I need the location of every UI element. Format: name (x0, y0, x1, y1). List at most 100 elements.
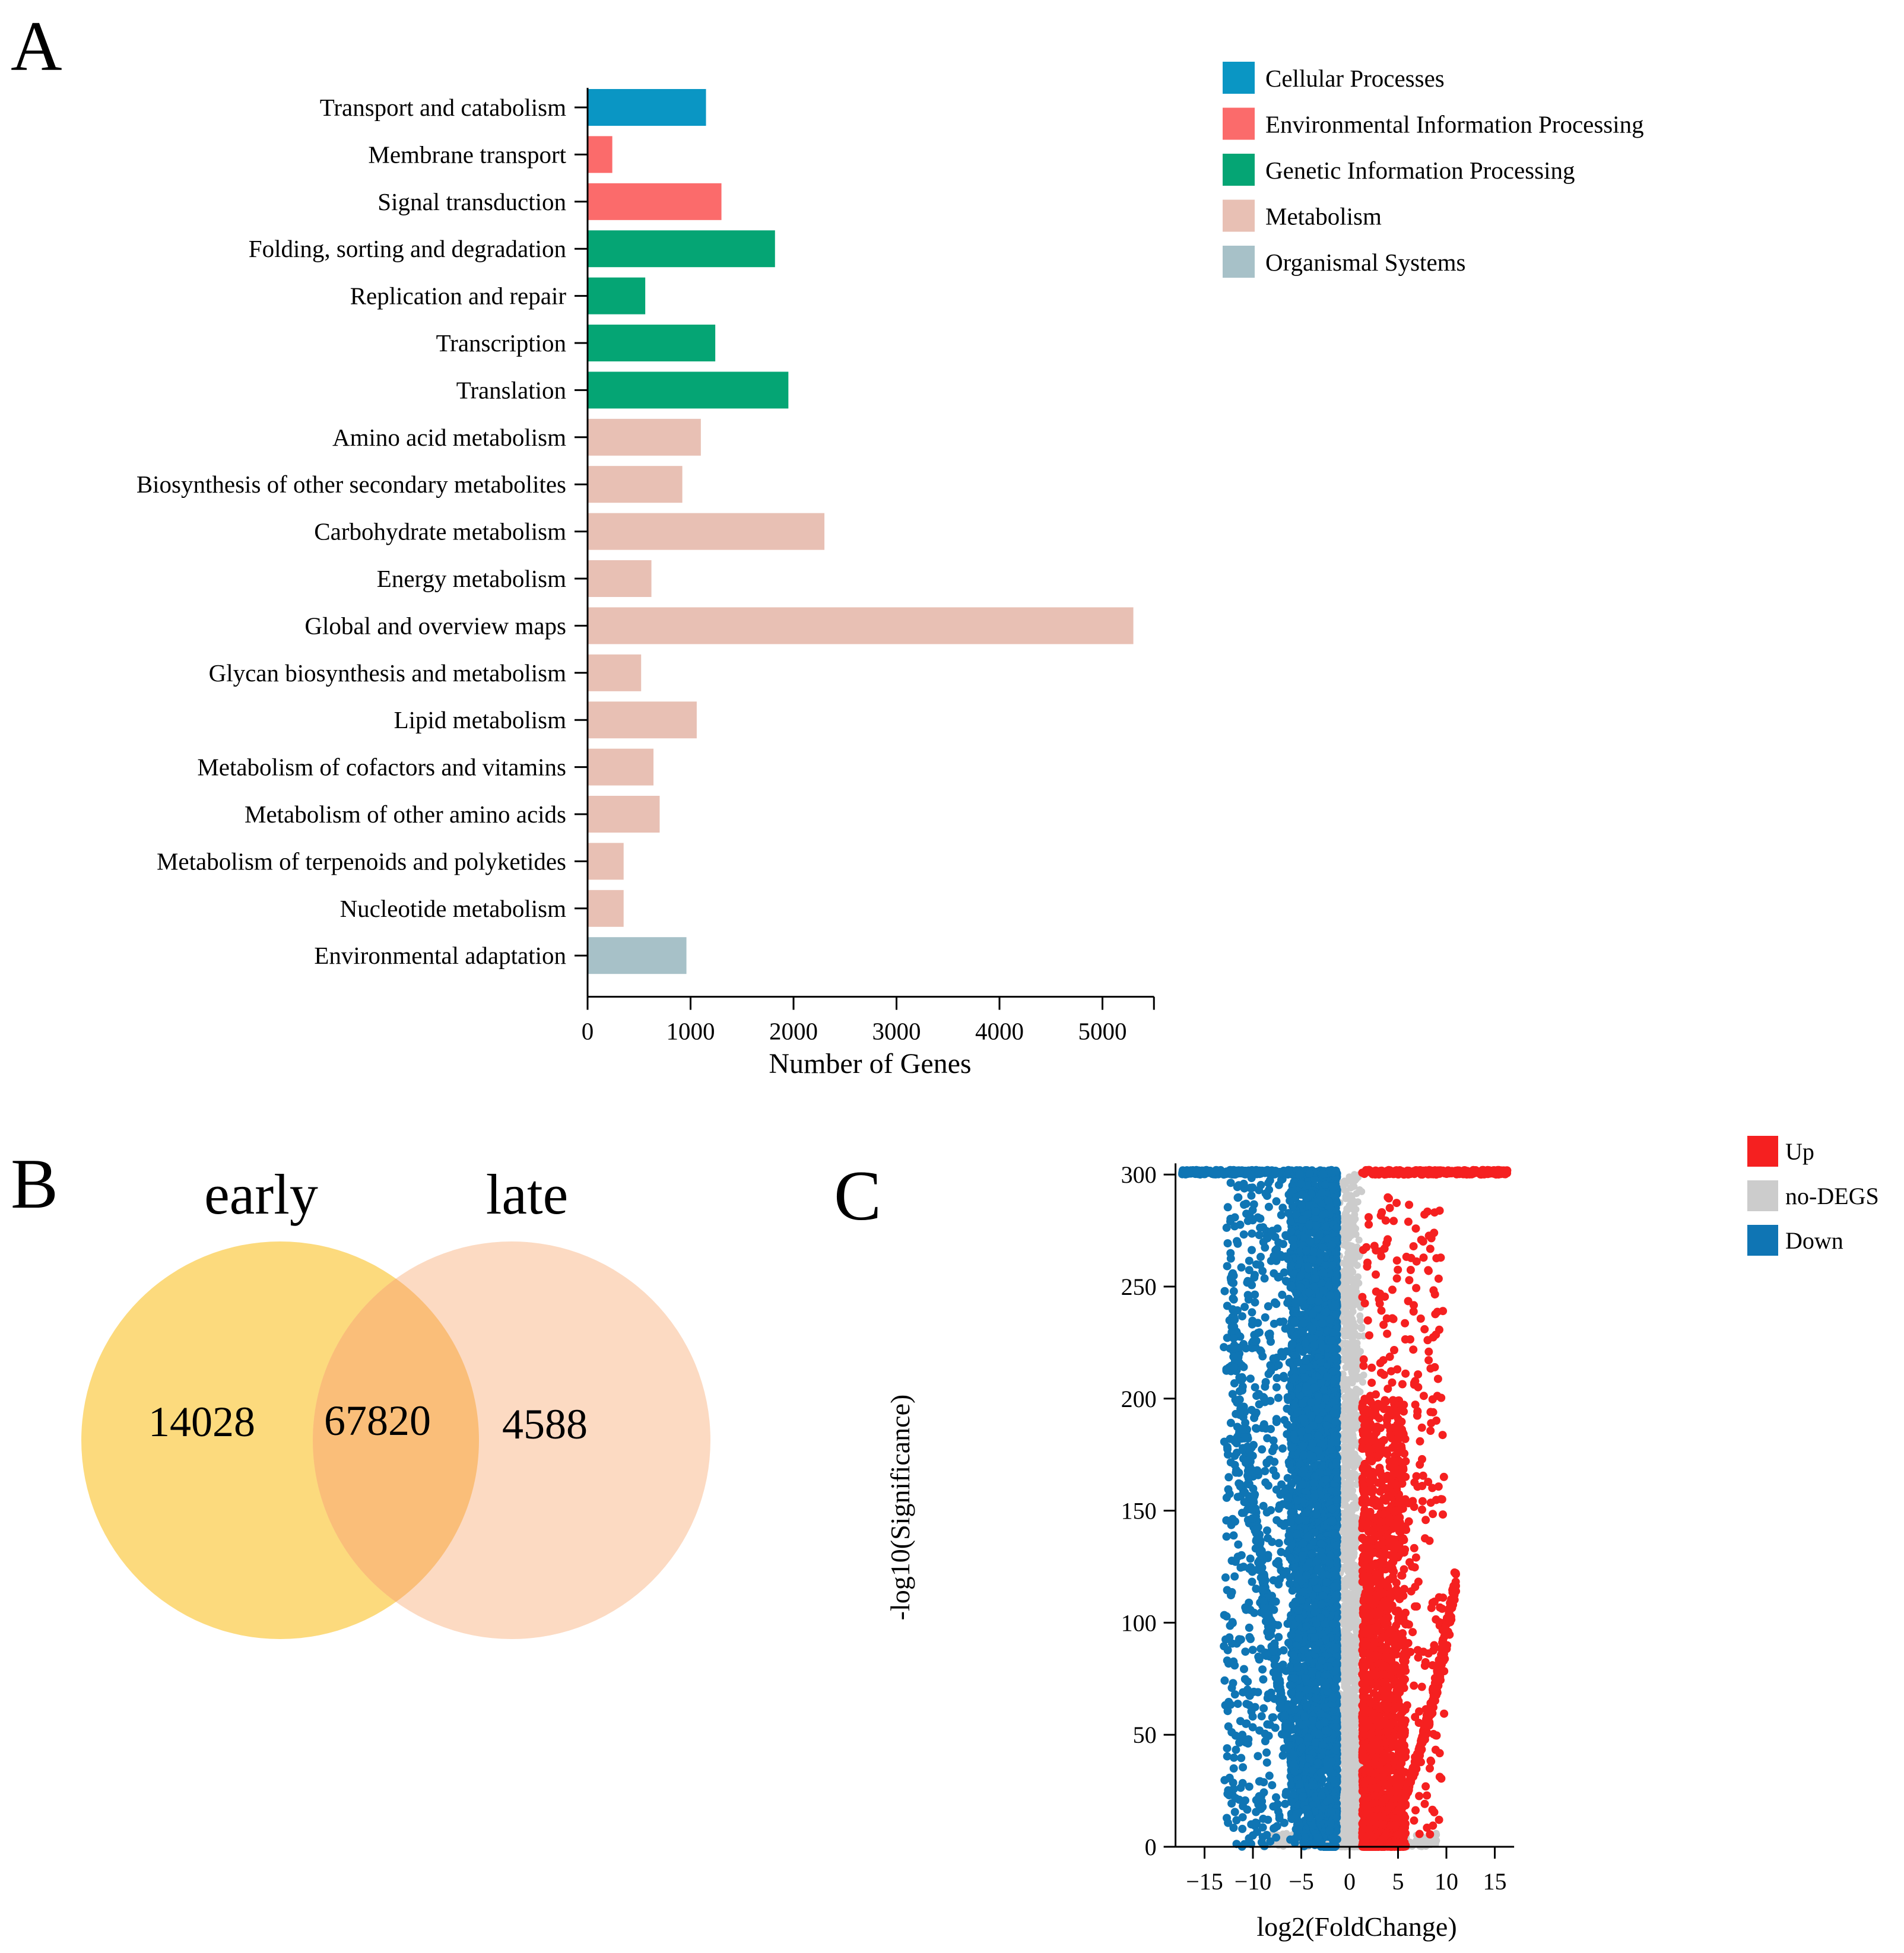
volcano-point-grey (1360, 1371, 1367, 1379)
volcano-point-grey (1341, 1534, 1348, 1542)
volcano-point-grey (1341, 1487, 1348, 1494)
bar-nucleotide-metabolism (588, 890, 624, 927)
volcano-point-grey (1339, 1606, 1347, 1614)
volcano-point-grey (1344, 1563, 1351, 1570)
legend-label-environmental-information-processing: Environmental Information Processing (1265, 111, 1644, 138)
volcano-point-grey (1343, 1443, 1350, 1451)
venn-intersection (313, 1278, 479, 1602)
volcano-point-grey (1348, 1722, 1356, 1729)
volcano-point-grey (1338, 1818, 1346, 1826)
volcano-point-grey (1345, 1735, 1352, 1742)
volcano-point-grey (1348, 1441, 1356, 1449)
volcano-point-grey (1343, 1317, 1350, 1325)
volcano-point-down (1297, 1201, 1306, 1209)
venn-title-early: early (204, 1163, 318, 1226)
volcano-point-grey (1358, 1187, 1366, 1195)
volcano-point-grey (1352, 1793, 1360, 1800)
volcano-point-grey (1350, 1583, 1358, 1591)
volcano-point-grey (1346, 1202, 1354, 1210)
volcano-point-grey (1347, 1287, 1354, 1294)
volcano-point-grey (1344, 1699, 1351, 1707)
bar-membrane-transport (588, 136, 613, 173)
volcano-point-grey (1351, 1620, 1359, 1628)
volcano-point-grey (1340, 1668, 1347, 1675)
volcano-point-grey (1340, 1636, 1348, 1643)
volcano-point-grey (1354, 1301, 1362, 1308)
volcano-point-grey (1348, 1427, 1356, 1435)
volcano-point-grey (1351, 1211, 1359, 1218)
panel-c-letter: C (834, 1156, 881, 1235)
legend-swatch-cellular-processes (1223, 62, 1255, 94)
bar-global-and-overview-maps (588, 607, 1134, 644)
legend-label-metabolism: Metabolism (1265, 203, 1382, 230)
legend-swatch-environmental-information-processing (1223, 107, 1255, 140)
venn-title-late: late (486, 1163, 569, 1226)
volcano-point-grey (1351, 1821, 1359, 1829)
volcano-point-grey (1340, 1621, 1347, 1628)
category-label: Energy metabolism (377, 565, 566, 592)
volcano-point-grey (1353, 1675, 1361, 1683)
volcano-point-grey (1348, 1729, 1356, 1737)
volcano-point-grey (1348, 1652, 1356, 1660)
legend-label-organismal-systems: Organismal Systems (1265, 249, 1466, 276)
volcano-point-grey (1349, 1333, 1357, 1341)
bar-energy-metabolism (588, 560, 652, 597)
legend-swatch-metabolism (1223, 199, 1255, 232)
volcano-point-grey (1353, 1417, 1360, 1425)
volcano-point-grey (1349, 1268, 1357, 1276)
volcano-point-grey (1339, 1812, 1347, 1820)
x-tick-labels: 0 1000 2000 3000 4000 5000 (582, 1018, 1127, 1045)
volcano-point-grey (1344, 1468, 1351, 1476)
volcano-point-grey (1350, 1663, 1358, 1671)
venn-count-early-only: 14028 (148, 1398, 255, 1446)
volcano-point-grey (1343, 1257, 1350, 1265)
volcano-point-grey (1348, 1778, 1356, 1786)
volcano-point-grey (1350, 1434, 1357, 1442)
bar-transcription (588, 325, 716, 361)
volcano-point-grey (1347, 1545, 1355, 1552)
bar-metabolism-of-cofactors-and-vitamins (588, 748, 654, 786)
volcano-point-down (1331, 1529, 1340, 1538)
volcano-point-grey (1340, 1285, 1348, 1293)
volcano-point-grey (1345, 1746, 1353, 1754)
volcano-point-grey (1352, 1759, 1360, 1767)
bar-metabolism-of-other-amino-acids (588, 796, 660, 833)
bar-transport-and-catabolism (588, 89, 706, 126)
x-tick-label: 1000 (667, 1018, 715, 1045)
volcano-point-grey (1343, 1717, 1351, 1725)
bar-marks (588, 89, 1134, 974)
volcano-point-grey (1279, 1830, 1287, 1838)
venn-count-late-only: 4588 (502, 1401, 588, 1448)
volcano-point-grey (1348, 1258, 1356, 1266)
volcano-point-grey (1433, 1837, 1440, 1844)
volcano-point-grey (1353, 1262, 1361, 1269)
volcano-point-grey (1339, 1657, 1347, 1665)
volcano-point-grey (1354, 1455, 1362, 1462)
volcano-point-grey (1357, 1348, 1364, 1355)
volcano-point-grey (1351, 1275, 1359, 1283)
category-label: Amino acid metabolism (332, 424, 566, 451)
volcano-point-grey (1349, 1568, 1356, 1576)
category-label: Nucleotide metabolism (340, 895, 567, 922)
venn-count-intersection: 67820 (324, 1397, 431, 1444)
volcano-point-grey (1340, 1421, 1348, 1428)
volcano-point-grey (1348, 1492, 1356, 1500)
bar-translation (588, 371, 789, 409)
volcano-point-grey (1343, 1208, 1350, 1216)
volcano-point-grey (1344, 1511, 1351, 1519)
volcano-point-grey (1344, 1332, 1351, 1340)
volcano-point-grey (1350, 1319, 1357, 1326)
bar-amino-acid-metabolism (588, 418, 701, 456)
volcano-point-grey (1344, 1398, 1351, 1406)
category-label: Metabolism of terpenoids and polyketides (157, 847, 566, 875)
volcano-point-grey (1352, 1514, 1360, 1522)
category-label: Global and overview maps (304, 612, 566, 639)
volcano-point-grey (1344, 1249, 1352, 1256)
volcano-point-grey (1340, 1725, 1348, 1733)
series-down (1178, 1166, 1341, 1851)
volcano-point-grey (1343, 1649, 1351, 1656)
bar-replication-and-repair (588, 277, 646, 315)
volcano-point-grey (1348, 1379, 1356, 1387)
